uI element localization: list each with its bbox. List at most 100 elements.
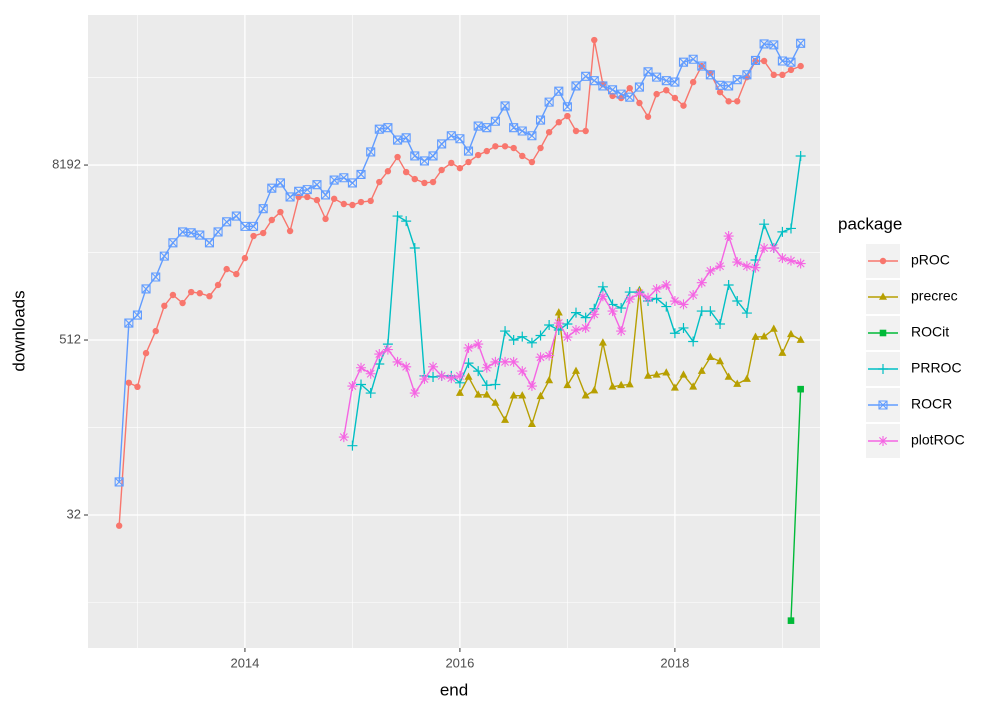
y-tick-label: 512 <box>59 331 81 346</box>
point <box>616 303 627 314</box>
x-tick-label: 2016 <box>445 655 474 670</box>
point <box>401 133 411 143</box>
point <box>178 227 188 237</box>
point <box>715 261 726 272</box>
point <box>115 522 123 529</box>
point <box>536 391 545 400</box>
point <box>562 102 572 112</box>
point <box>679 370 688 378</box>
point <box>286 227 294 235</box>
point <box>751 332 760 340</box>
point <box>241 254 249 262</box>
point <box>428 361 439 372</box>
point <box>446 131 456 141</box>
point <box>500 326 511 337</box>
point <box>589 309 600 320</box>
point <box>233 270 240 278</box>
point <box>652 72 662 82</box>
legend-symbol <box>878 436 888 446</box>
point <box>769 324 778 332</box>
point <box>482 123 492 133</box>
point <box>419 156 429 166</box>
point <box>571 81 581 91</box>
point <box>688 54 698 64</box>
point <box>724 81 734 91</box>
point <box>304 193 311 201</box>
point <box>374 349 385 360</box>
point <box>366 147 376 157</box>
point <box>563 380 572 389</box>
point <box>428 372 439 382</box>
legend-label: ROCit <box>911 324 949 340</box>
legend-label: plotROC <box>911 432 965 448</box>
point <box>527 419 536 427</box>
point <box>742 374 751 382</box>
point <box>554 308 563 316</box>
point <box>473 121 483 131</box>
point <box>725 98 732 105</box>
point <box>195 230 205 240</box>
point <box>322 215 329 223</box>
point <box>260 229 267 237</box>
point <box>402 168 410 176</box>
marks <box>114 36 806 624</box>
point <box>347 178 357 188</box>
legend-symbol <box>878 400 888 410</box>
point <box>778 348 787 356</box>
point <box>554 86 564 96</box>
point <box>697 61 707 71</box>
point <box>465 158 472 166</box>
point <box>564 112 571 120</box>
point <box>330 195 338 202</box>
point <box>492 143 499 150</box>
point <box>750 262 761 273</box>
point <box>275 178 285 188</box>
point <box>760 57 768 65</box>
point <box>456 164 464 172</box>
point <box>339 173 349 183</box>
point <box>669 328 680 339</box>
point <box>474 390 483 398</box>
point <box>526 337 537 348</box>
series-line <box>343 233 801 438</box>
point <box>338 432 349 443</box>
point <box>134 383 141 390</box>
point <box>741 261 752 272</box>
point <box>382 344 393 355</box>
point <box>248 221 259 231</box>
point <box>125 379 133 386</box>
point <box>777 56 787 66</box>
point <box>302 185 312 195</box>
point <box>142 349 150 357</box>
point <box>250 232 257 240</box>
point <box>277 208 284 216</box>
point <box>553 318 564 329</box>
point <box>509 391 518 399</box>
point <box>410 151 420 161</box>
point <box>393 135 403 145</box>
point <box>616 326 627 337</box>
point <box>625 92 635 102</box>
point <box>795 150 806 161</box>
point <box>582 127 589 135</box>
point <box>591 36 598 44</box>
point <box>365 368 376 379</box>
point <box>545 375 554 384</box>
point <box>572 366 580 374</box>
point <box>732 296 743 307</box>
point <box>500 101 510 111</box>
point <box>268 216 276 224</box>
point <box>132 310 142 320</box>
point <box>626 84 633 92</box>
point <box>769 40 779 50</box>
point <box>481 380 492 391</box>
point <box>473 366 484 377</box>
point <box>777 226 788 237</box>
point <box>724 372 733 380</box>
point <box>770 71 777 79</box>
point <box>357 198 365 206</box>
legend-label: precrec <box>911 288 958 304</box>
point <box>448 159 455 167</box>
legend-label: PRROC <box>911 360 962 376</box>
